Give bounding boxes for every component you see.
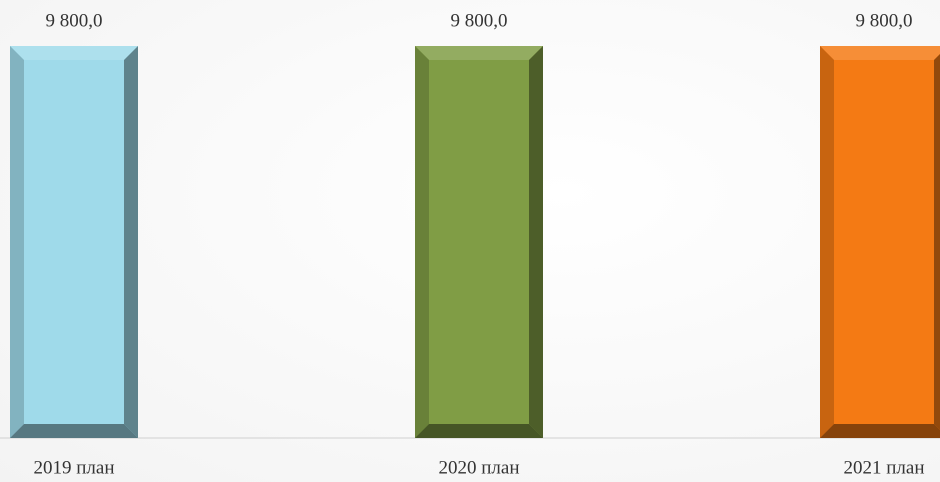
bar-bevel-left	[415, 46, 429, 438]
bar	[415, 46, 543, 438]
bar-bevel-right	[124, 46, 138, 438]
bar-bevel-bottom	[10, 424, 138, 438]
bar	[820, 46, 940, 438]
x-tick-label: 2019 план	[33, 457, 114, 478]
value-label: 9 800,0	[856, 10, 913, 31]
value-label: 9 800,0	[46, 10, 103, 31]
bar-bevel-right	[934, 54, 940, 430]
bar-bevel-bottom	[415, 424, 543, 438]
bar-bevel-top	[10, 46, 138, 60]
x-tick-label: 2020 план	[438, 457, 519, 478]
bar-bevel-top	[415, 46, 543, 60]
bar-bevel-top	[820, 46, 940, 60]
bar-bevel-left	[10, 46, 24, 438]
bar-bevel-bottom	[820, 424, 940, 438]
value-label: 9 800,0	[451, 10, 508, 31]
bar-bevel-left	[820, 46, 834, 438]
bar-bevel-right	[529, 46, 543, 438]
x-tick-label: 2021 план	[843, 457, 924, 478]
bar	[10, 46, 138, 438]
